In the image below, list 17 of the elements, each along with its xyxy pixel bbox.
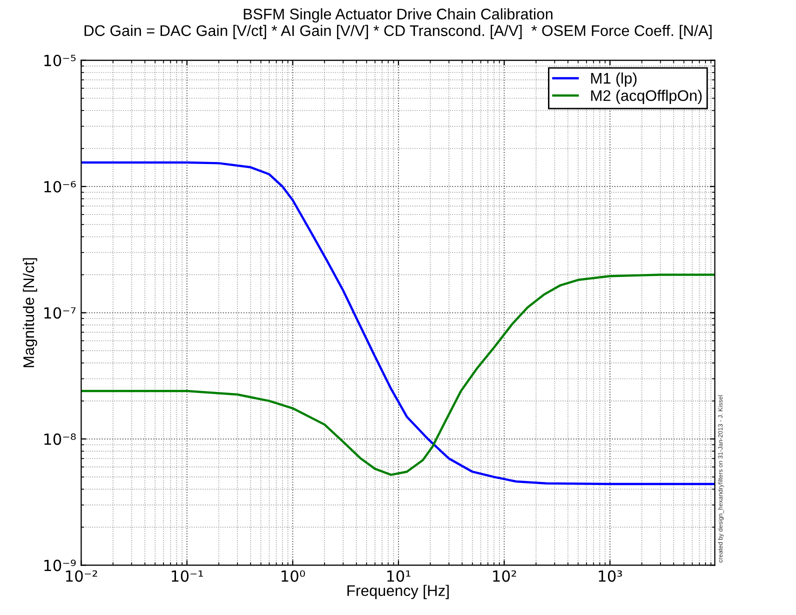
y-tick-label: 10⁻⁸: [44, 433, 76, 445]
legend-label: M2 (acqOfflpOn): [591, 90, 702, 104]
chart-subtitle: DC Gain = DAC Gain [V/ct] * AI Gain [V/V] * CD Transcond. [A/V] * OSEM Force Coeff. [N/A]: [84, 24, 712, 40]
x-tick-label: 10⁻²: [66, 570, 98, 582]
x-tick-label: 10²: [493, 570, 516, 582]
legend-label: M1 (lp): [591, 72, 637, 87]
x-tick-label: 10⁰: [282, 570, 305, 582]
y-tick-label: 10⁻⁶: [44, 180, 76, 193]
x-tick-label: 10¹: [387, 570, 410, 582]
y-tick-label: 10⁻⁵: [44, 54, 76, 66]
y-axis-title: Magnitude [N/ct]: [22, 258, 38, 368]
y-tick-label: 10⁻⁹: [44, 560, 76, 572]
x-tick-label: 10³: [598, 570, 622, 582]
x-tick-label: 10⁻¹: [172, 570, 203, 582]
chart-title: BSFM Single Actuator Drive Chain Calibration: [244, 8, 552, 22]
y-tick-label: 10⁻⁷: [44, 307, 76, 319]
x-axis-title: Frequency [Hz]: [347, 584, 449, 600]
